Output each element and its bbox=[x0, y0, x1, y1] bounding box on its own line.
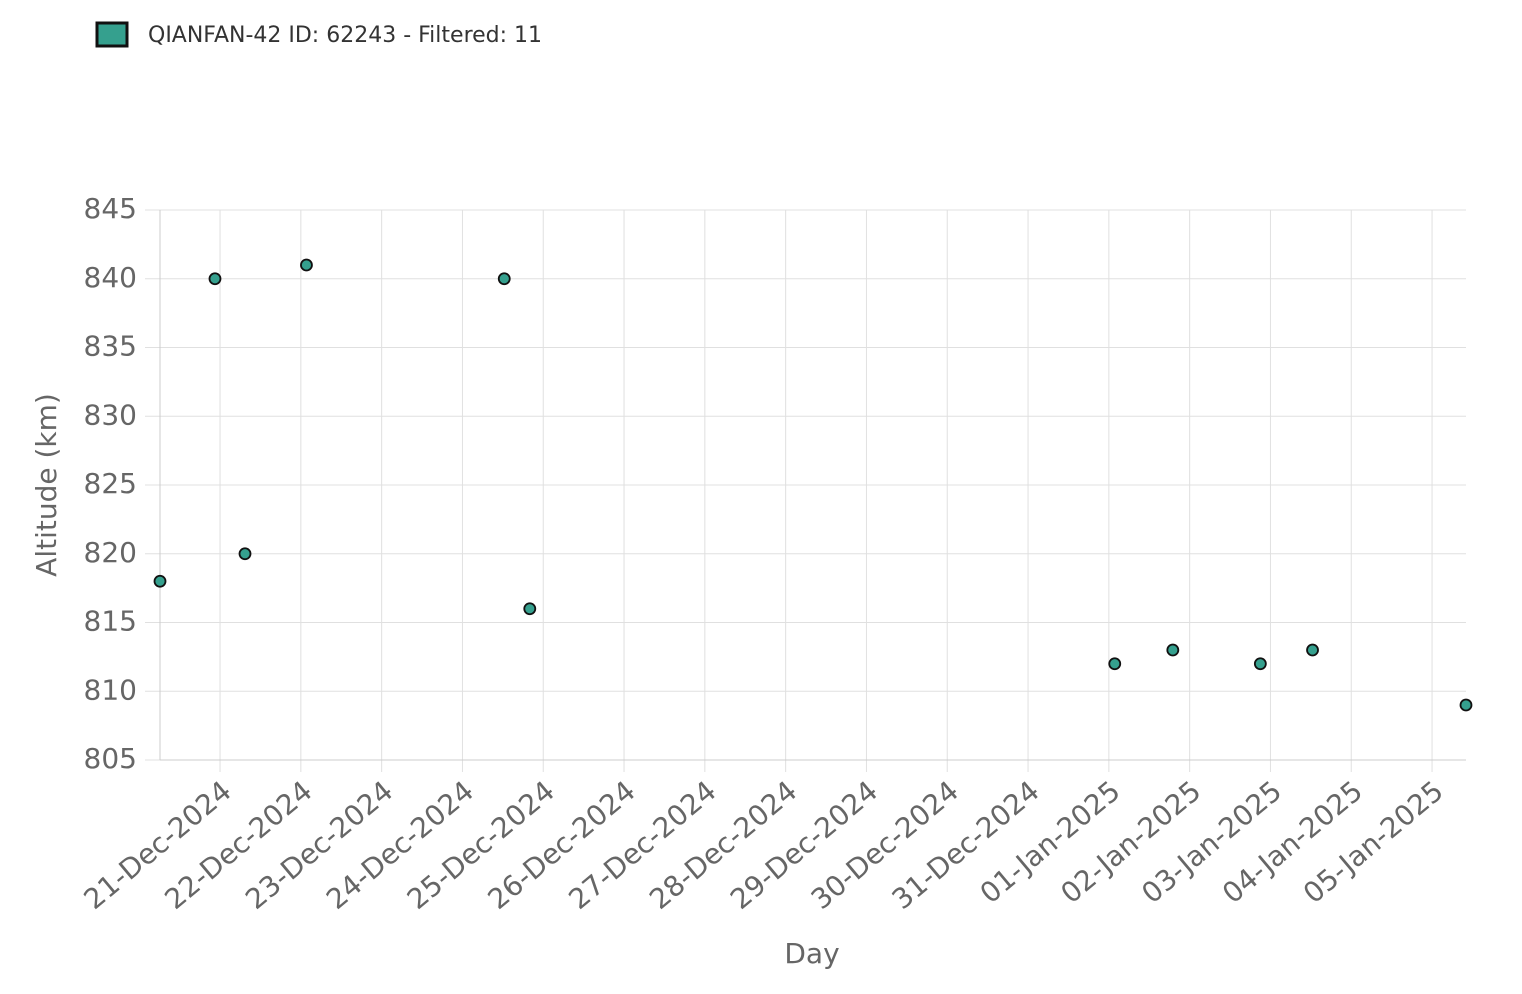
x-tick-label: 02-Jan-2025 bbox=[1054, 774, 1207, 910]
y-tick-label: 830 bbox=[84, 398, 137, 431]
point bbox=[153, 574, 167, 588]
y-tick-label: 820 bbox=[84, 536, 137, 569]
y-tick-label: 825 bbox=[84, 467, 137, 500]
point bbox=[1253, 657, 1267, 671]
point bbox=[1108, 657, 1122, 671]
legend-label[interactable]: QIANFAN-42 ID: 62243 - Filtered: 11 bbox=[148, 23, 542, 48]
y-tick-label: 810 bbox=[84, 673, 137, 706]
point bbox=[1459, 698, 1473, 712]
x-tick-label: 04-Jan-2025 bbox=[1216, 774, 1369, 910]
point bbox=[1306, 643, 1319, 657]
y-tick-label: 845 bbox=[84, 192, 137, 225]
x-tick-label: 03-Jan-2025 bbox=[1135, 774, 1288, 910]
point bbox=[300, 258, 313, 272]
y-tick-label: 815 bbox=[84, 605, 137, 638]
y-tick-label: 840 bbox=[84, 261, 137, 294]
y-tick-label: 835 bbox=[84, 330, 137, 363]
point bbox=[497, 272, 511, 286]
point bbox=[1166, 643, 1180, 657]
x-axis-label: Day bbox=[784, 937, 839, 970]
x-tick-label: 01-Jan-2025 bbox=[974, 774, 1127, 910]
point bbox=[208, 272, 222, 286]
point bbox=[523, 602, 537, 616]
y-tick-label: 805 bbox=[84, 742, 137, 775]
y-axis-label: Altitude (km) bbox=[30, 393, 63, 577]
point bbox=[238, 547, 252, 561]
x-tick-label: 05-Jan-2025 bbox=[1297, 774, 1450, 910]
legend-swatch[interactable] bbox=[95, 21, 129, 48]
